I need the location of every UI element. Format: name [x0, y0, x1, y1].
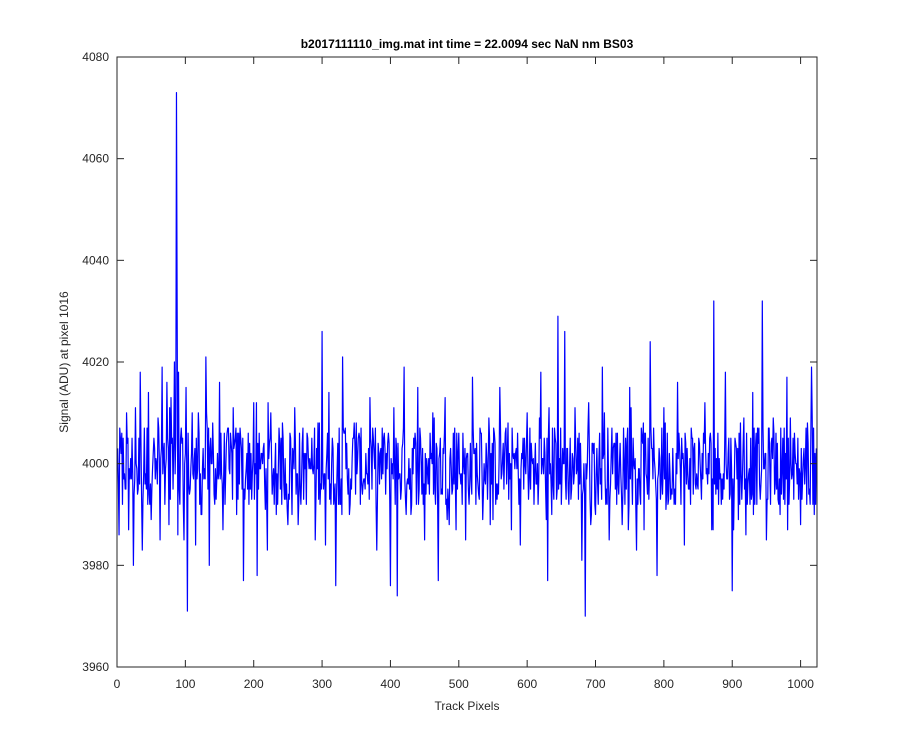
x-axis-label: Track Pixels — [435, 699, 500, 713]
y-tick-label: 4040 — [82, 253, 109, 267]
chart-title: b2017111110_img.mat int time = 22.0094 s… — [301, 37, 634, 51]
x-tick-label: 700 — [586, 677, 606, 691]
y-tick-label: 4000 — [82, 457, 109, 471]
x-tick-label: 100 — [175, 677, 195, 691]
tick-layer: 0 100 200 300 400 500 600 700 800 900 1000 3960 3980… — [82, 50, 817, 691]
y-tick-label: 4080 — [82, 50, 109, 64]
x-tick-label: 200 — [244, 677, 264, 691]
y-axis-label: Signal (ADU) at pixel 1016 — [57, 291, 71, 433]
x-tick-label: 500 — [449, 677, 469, 691]
y-tick-label: 3980 — [82, 558, 109, 572]
series-line — [117, 91, 817, 617]
x-tick-label: 800 — [654, 677, 674, 691]
x-tick-label: 300 — [312, 677, 332, 691]
x-tick-label: 900 — [722, 677, 742, 691]
x-tick-label: 0 — [114, 677, 121, 691]
y-tick-label: 3960 — [82, 660, 109, 674]
x-tick-label: 600 — [517, 677, 537, 691]
series-layer — [117, 91, 817, 617]
x-tick-label: 1000 — [787, 677, 814, 691]
plot-background — [117, 57, 817, 667]
plot-box — [116, 56, 818, 668]
x-tick-label: 400 — [380, 677, 400, 691]
y-tick-label: 4020 — [82, 355, 109, 369]
y-tick-label: 4060 — [82, 152, 109, 166]
